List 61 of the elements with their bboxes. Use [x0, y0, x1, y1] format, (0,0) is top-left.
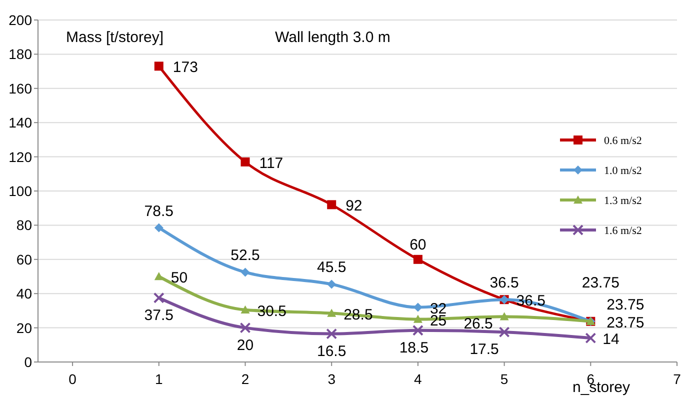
y-tick-label: 120 — [8, 148, 32, 165]
y-tick-label: 40 — [16, 286, 32, 302]
x-tick-label: 2 — [241, 371, 250, 387]
legend-label: 0.6 m/s2 — [604, 135, 642, 147]
data-label: 23.75 — [606, 296, 644, 314]
data-label: 52.5 — [230, 247, 260, 264]
point — [326, 328, 338, 340]
point — [327, 308, 336, 317]
point — [154, 62, 164, 71]
data-label: 78.5 — [144, 202, 174, 220]
point — [327, 200, 336, 210]
data-label: 92 — [346, 198, 362, 215]
data-label: 26.5 — [464, 316, 493, 333]
x-tick-label: 5 — [500, 371, 508, 387]
point — [498, 326, 510, 338]
data-label: 18.5 — [399, 339, 429, 356]
point — [154, 223, 164, 232]
y-tick-label: 160 — [8, 80, 32, 96]
point — [240, 305, 250, 314]
data-label: 117 — [259, 154, 284, 172]
x-tick-label: 1 — [154, 371, 163, 387]
data-label: 23.75 — [606, 314, 644, 332]
y-tick-label: 140 — [8, 114, 32, 131]
text: Wall length 3.0 m — [275, 29, 390, 46]
data-label: 173 — [172, 59, 198, 76]
data-label: 20 — [236, 336, 254, 354]
data-label: 36.5 — [490, 274, 519, 292]
point — [154, 272, 164, 280]
legend-label: 1.6 m/s2 — [604, 225, 642, 237]
x-tick-label: 3 — [328, 371, 336, 387]
data-label: 37.5 — [144, 306, 174, 324]
y-tick-label: 100 — [8, 183, 32, 199]
point — [327, 280, 336, 289]
data-label: 60 — [410, 236, 426, 254]
x-tick-label: 0 — [68, 371, 77, 387]
data-label: 14 — [602, 331, 620, 348]
point — [240, 268, 250, 277]
data-label: 23.75 — [582, 274, 620, 292]
point — [585, 332, 596, 344]
data-label: 45.5 — [316, 259, 346, 276]
legend-label: 1.0 m/s2 — [604, 165, 642, 177]
data-label: 16.5 — [316, 342, 346, 360]
y-tick-label: 200 — [8, 12, 32, 28]
x-tick-label: 7 — [673, 371, 681, 387]
point — [240, 322, 251, 334]
point — [240, 157, 250, 166]
point — [412, 324, 424, 336]
y-axis-title: Mass [t/storey] — [66, 29, 164, 46]
point — [153, 292, 164, 304]
x-tick-label: 4 — [414, 371, 422, 387]
y-tick-label: 80 — [16, 217, 32, 234]
y-tick-label: 60 — [16, 251, 32, 268]
point — [500, 312, 509, 320]
y-tick-label: 20 — [16, 320, 32, 336]
legend-label: 1.3 m/s2 — [604, 195, 642, 207]
point — [413, 254, 422, 264]
y-tick-label: 0 — [24, 354, 32, 370]
data-label: 50 — [170, 270, 188, 286]
data-label: 17.5 — [470, 341, 499, 358]
point — [413, 314, 422, 323]
y-tick-label: 180 — [8, 46, 32, 62]
